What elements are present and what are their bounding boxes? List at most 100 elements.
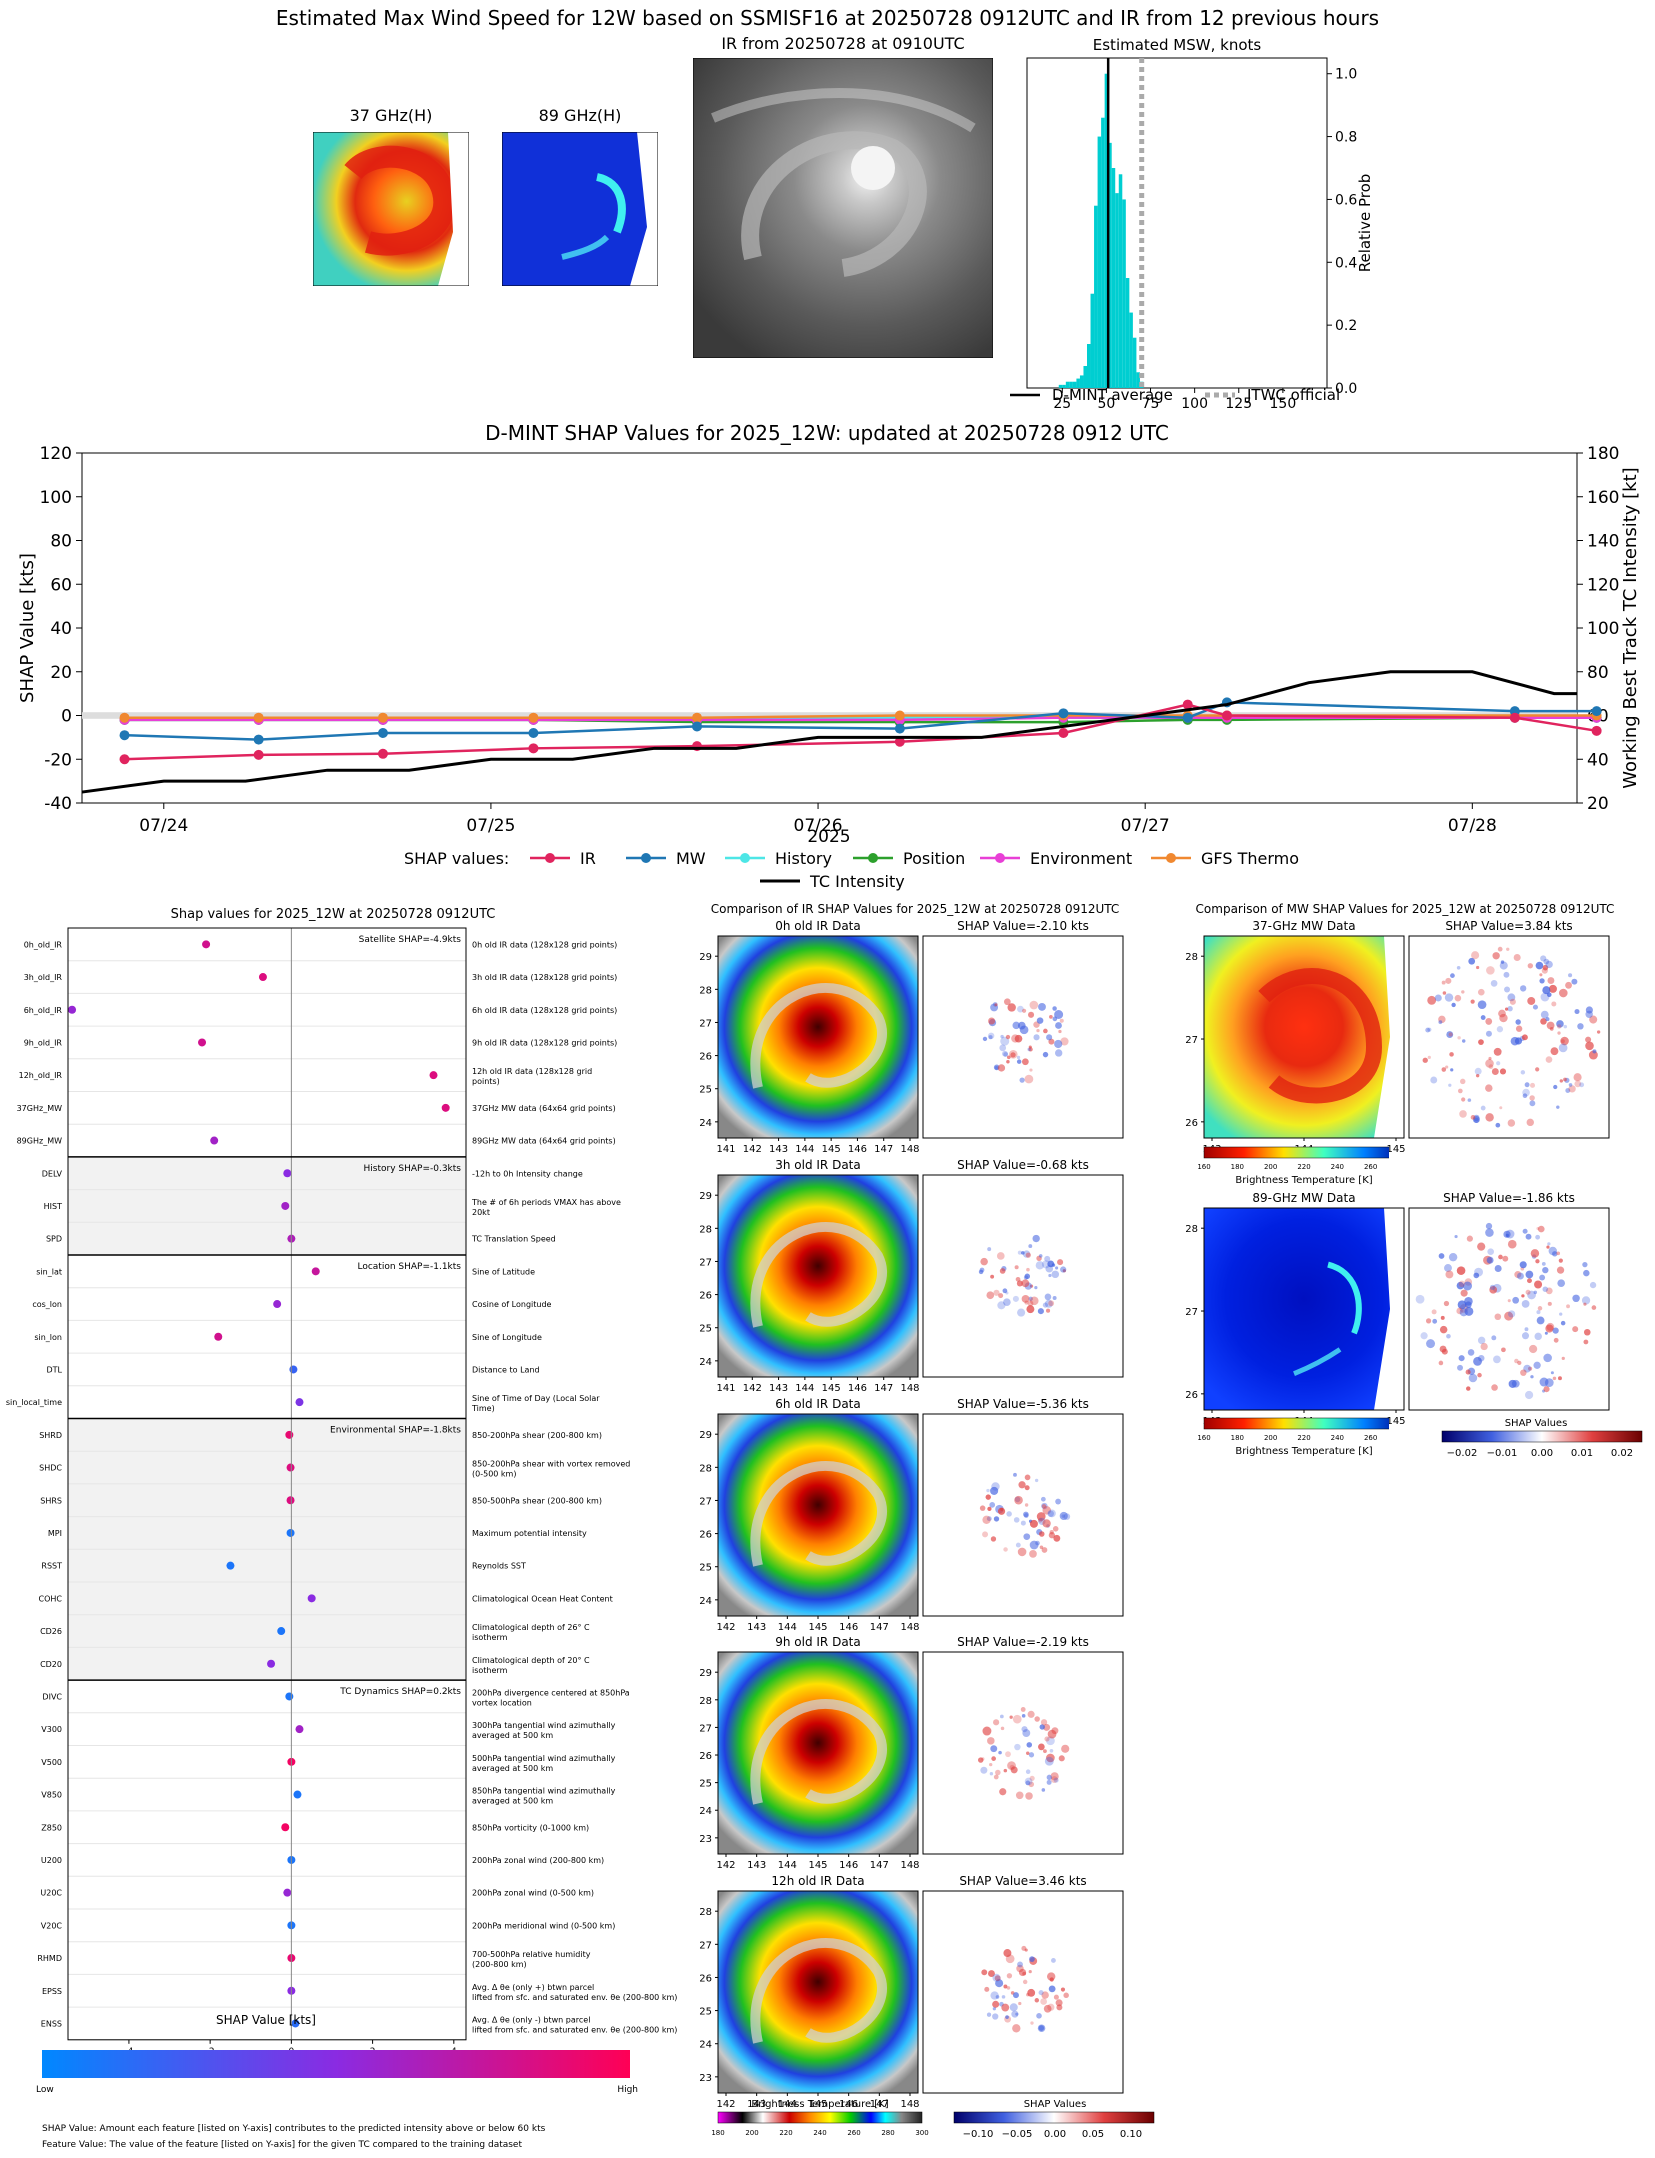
feature-desc-line: 12h old IR data (128x128 grid <box>472 1067 592 1076</box>
shap-blob <box>1510 1036 1520 1046</box>
feature-desc-line: isotherm <box>472 1666 508 1675</box>
shap-blob <box>1522 1088 1530 1097</box>
shap-blob <box>1556 1266 1565 1274</box>
feature-desc: 200hPa divergence centered at 850hPa vort… <box>472 1688 630 1707</box>
ts-ytick-right-label: 80 <box>1587 663 1609 683</box>
shap-blob <box>1473 1356 1482 1366</box>
shap-blob <box>1485 1113 1494 1122</box>
feature-name: CD26 <box>40 1627 62 1636</box>
panel-ytick-label: 26 <box>699 1751 712 1762</box>
ir-image <box>718 1175 918 1377</box>
ts-ytick-left-label: 40 <box>50 619 72 639</box>
shap-blob <box>1579 1082 1585 1088</box>
series-point <box>253 712 264 723</box>
shap-blob <box>1041 1502 1048 1510</box>
shap-blob <box>1546 1322 1555 1331</box>
shap-blob <box>1534 1280 1543 1289</box>
shap-blob <box>1483 1255 1493 1265</box>
shap-blob <box>1001 2003 1010 2012</box>
feature-desc: 89GHz MW data (64x64 grid points) <box>472 1137 616 1146</box>
shap-blob <box>1507 1239 1517 1249</box>
shap-blob <box>1044 1736 1050 1742</box>
legend-label: Environment <box>1030 849 1132 868</box>
shap-blob <box>1446 1031 1454 1038</box>
legend-label: History <box>775 849 832 868</box>
mw-shap-cbar-label: SHAP Values <box>1505 1418 1568 1429</box>
shap-blob <box>988 1970 995 1978</box>
ts-xlabel: 2025 <box>807 827 850 847</box>
shap-blob <box>1017 1021 1026 1030</box>
shap-blob <box>1539 1274 1546 1281</box>
feature-desc: 700-500hPa relative humidity (200-800 km) <box>472 1950 591 1969</box>
feature-name: HIST <box>44 1202 62 1211</box>
shap-blob <box>1507 993 1516 1002</box>
shap-blob <box>1014 1743 1021 1751</box>
shap-blob <box>986 2012 992 2017</box>
shap-blob <box>1029 1956 1035 1962</box>
mw37-thumbnail <box>313 132 469 286</box>
shap-blob <box>1012 1714 1022 1724</box>
ir-shap-title: SHAP Value=3.46 kts <box>959 1874 1086 1888</box>
shap-blob <box>991 1756 996 1761</box>
shap-blob <box>1047 1510 1054 1517</box>
shap-blob <box>1053 1994 1059 2000</box>
shap-blob <box>1035 1540 1040 1546</box>
shap-blob <box>1556 1020 1564 1028</box>
shap-blob <box>1013 1992 1019 1999</box>
cbar-tick-label: 240 <box>1331 1434 1344 1442</box>
panel-ytick-label: 27 <box>699 1940 712 1951</box>
feature-point <box>429 1071 438 1080</box>
shap-blob <box>1048 1273 1052 1278</box>
feature-desc: Reynolds SST <box>472 1562 526 1571</box>
series-point <box>1509 712 1520 723</box>
shap-blob <box>1494 1313 1502 1321</box>
feature-name: COHC <box>39 1594 63 1603</box>
shap-blob <box>1050 1772 1059 1781</box>
feature-desc-line: 850hPa vorticity (0-1000 km) <box>472 1823 589 1832</box>
shap-blob <box>1513 953 1521 962</box>
shap-blob <box>987 1737 995 1745</box>
cbar-tick-label: 160 <box>1197 1163 1210 1171</box>
shap-blob <box>1438 1020 1443 1025</box>
shap-blob <box>1052 1296 1057 1301</box>
ts-ytick-left-label: 60 <box>50 575 72 595</box>
panel-ytick-label: 28 <box>1185 1224 1198 1235</box>
shap-blob <box>1051 1263 1056 1267</box>
feature-desc: Avg. Δ θe (only +) btwn parcel lifted fro… <box>472 1983 677 2002</box>
shap-blob <box>1028 1970 1032 1974</box>
shap-blob <box>1488 1056 1492 1061</box>
shap-blob <box>1015 1791 1024 1800</box>
shap-blob <box>1051 1958 1056 1963</box>
shap-blob <box>1449 1052 1454 1057</box>
feature-desc-line: (0-500 km) <box>472 1470 516 1479</box>
colorbar-low: Low <box>36 2085 54 2095</box>
shap-blob <box>1445 1065 1449 1069</box>
panel-ytick-label: 28 <box>699 1463 712 1474</box>
legend-avg-label: D-MINT average <box>1052 386 1173 404</box>
shap-blob <box>999 1268 1006 1274</box>
ir-shap-frame <box>922 1413 1124 1617</box>
feature-desc-line: Climatological depth of 20° C <box>472 1656 590 1665</box>
shap-blob <box>1021 1058 1029 1066</box>
shap-blob <box>988 1017 996 1025</box>
panel-ytick-label: 29 <box>699 1668 712 1679</box>
shap-blob <box>1024 1074 1034 1084</box>
feature-name: RSST <box>41 1562 62 1571</box>
shap-blob <box>1017 1547 1027 1557</box>
shap-blob <box>1055 1498 1061 1505</box>
panel-ytick-label: 27 <box>1185 1035 1198 1046</box>
ir-shap-panel: SHAP Value=-5.36 kts <box>922 1397 1124 1617</box>
shap-blob <box>1029 1519 1038 1528</box>
shap-blob <box>1514 1358 1519 1364</box>
shap-blob <box>1524 1390 1534 1400</box>
shap-blob <box>1042 1519 1051 1528</box>
ir-shap-panel: SHAP Value=-2.19 kts <box>922 1635 1124 1855</box>
ts-ytick-right-label: 120 <box>1587 575 1619 595</box>
feature-desc-line: (200-800 km) <box>472 1960 527 1969</box>
shap-blob <box>1010 1766 1018 1774</box>
shap-blob <box>1017 1961 1023 1968</box>
shap-blob <box>1454 1234 1458 1239</box>
shap-blob <box>1029 1000 1039 1010</box>
mw-panel-title: 89-GHz MW Data <box>1252 1191 1355 1205</box>
shap-blob <box>1047 1729 1057 1739</box>
